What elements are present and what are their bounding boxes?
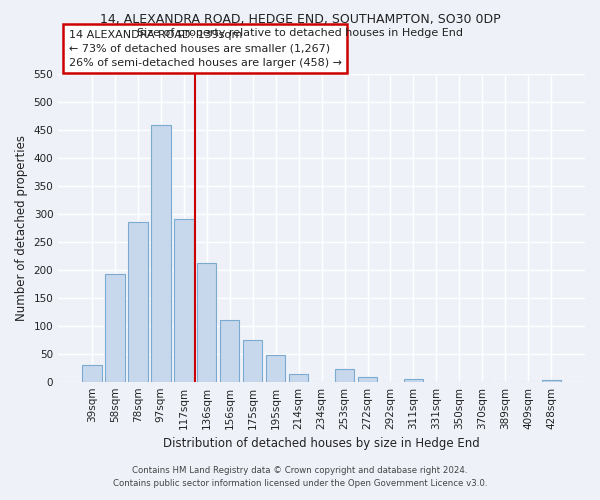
Bar [266,356,286,382]
Bar [335,370,355,382]
X-axis label: Distribution of detached houses by size in Hedge End: Distribution of detached houses by size … [163,437,480,450]
Bar [358,377,377,382]
Bar [220,320,239,382]
Bar [542,380,561,382]
Bar [105,274,125,382]
Bar [128,222,148,382]
Bar [151,126,170,382]
Bar [404,380,423,382]
Bar [174,220,194,382]
Text: 14 ALEXANDRA ROAD: 139sqm
← 73% of detached houses are smaller (1,267)
26% of se: 14 ALEXANDRA ROAD: 139sqm ← 73% of detac… [69,30,342,68]
Y-axis label: Number of detached properties: Number of detached properties [15,135,28,321]
Text: Size of property relative to detached houses in Hedge End: Size of property relative to detached ho… [137,28,463,38]
Bar [289,374,308,382]
Bar [82,365,101,382]
Bar [243,340,262,382]
Text: Contains HM Land Registry data © Crown copyright and database right 2024.
Contai: Contains HM Land Registry data © Crown c… [113,466,487,487]
Text: 14, ALEXANDRA ROAD, HEDGE END, SOUTHAMPTON, SO30 0DP: 14, ALEXANDRA ROAD, HEDGE END, SOUTHAMPT… [100,12,500,26]
Bar [197,262,217,382]
